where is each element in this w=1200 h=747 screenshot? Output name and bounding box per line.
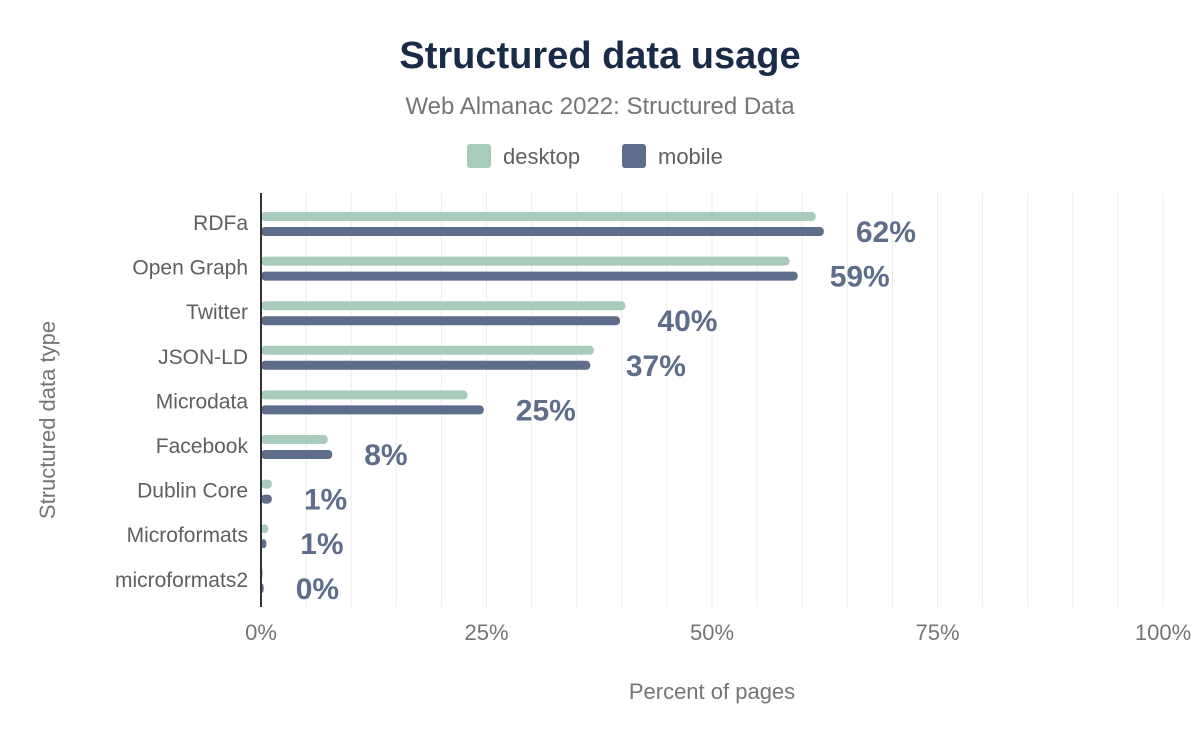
data-label: 59%: [830, 261, 890, 294]
data-label: 62%: [856, 216, 916, 249]
x-tick-label: 50%: [690, 620, 734, 645]
legend-label-mobile: mobile: [658, 144, 723, 169]
y-category-label: RDFa: [193, 212, 248, 235]
y-axis-label: Structured data type: [35, 321, 60, 519]
legend-label-desktop: desktop: [503, 144, 580, 169]
legend-swatch-desktop: [467, 144, 491, 168]
bar-desktop: [261, 301, 626, 311]
data-label: 0%: [296, 573, 339, 606]
y-category-label: Twitter: [186, 301, 248, 324]
x-tick-label: 75%: [915, 620, 959, 645]
legend-swatch-mobile: [622, 144, 646, 168]
legend: desktop mobile: [467, 144, 723, 169]
bar-mobile: [261, 271, 798, 281]
data-label: 1%: [304, 484, 347, 517]
data-label: 1%: [300, 528, 343, 561]
x-tick-label: 25%: [464, 620, 508, 645]
x-axis-label: Percent of pages: [629, 679, 795, 704]
y-category-label: Open Graph: [132, 257, 248, 280]
bars: 62% 59% 40% 37% 25% 8% 1% 1% 0%: [261, 212, 916, 606]
bar-mobile: [261, 360, 591, 370]
bar-mobile: [261, 539, 267, 549]
data-label: 40%: [657, 305, 717, 338]
y-category-label: microformats2: [115, 569, 248, 592]
bar-mobile: [261, 316, 620, 326]
gridlines: [305, 193, 1164, 607]
chart-title: Structured data usage: [399, 35, 800, 77]
y-category-label: Microformats: [127, 524, 248, 547]
x-tick-label: 0%: [245, 620, 277, 645]
chart-subtitle: Web Almanac 2022: Structured Data: [405, 93, 795, 120]
bar-desktop: [261, 345, 594, 355]
y-axis-labels: RDFa Open Graph Twitter JSON-LD Microdata Fac…: [115, 212, 249, 592]
bar-desktop: [261, 256, 790, 266]
y-category-label: Facebook: [156, 435, 249, 458]
bar-mobile: [261, 405, 484, 415]
bar-desktop: [261, 524, 269, 534]
data-label: 25%: [516, 394, 576, 427]
y-category-label: Dublin Core: [137, 480, 248, 503]
bar-mobile: [261, 494, 272, 504]
x-axis-ticks: 0% 25% 50% 75% 100%: [245, 620, 1191, 645]
data-label: 8%: [364, 439, 407, 472]
y-category-label: Microdata: [156, 390, 249, 413]
bar-desktop: [261, 390, 468, 400]
bar-mobile: [261, 450, 333, 459]
data-label: 37%: [626, 350, 686, 383]
x-tick-label: 100%: [1135, 620, 1191, 645]
bar-desktop: [261, 479, 272, 489]
bar-mobile: [261, 227, 824, 236]
y-category-label: JSON-LD: [158, 346, 248, 369]
bar-desktop: [261, 212, 816, 221]
bar-desktop: [261, 435, 328, 444]
